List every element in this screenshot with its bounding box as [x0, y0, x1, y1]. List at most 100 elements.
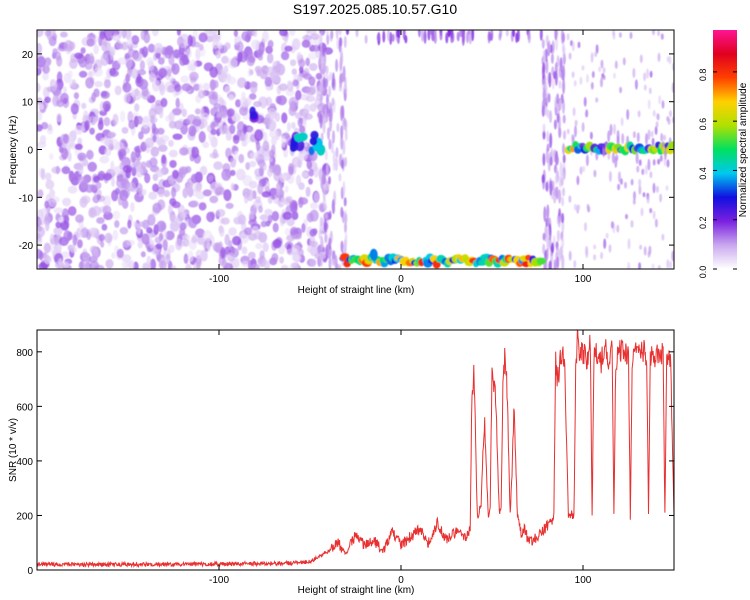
- heatmap-cell: [168, 149, 178, 158]
- heatmap-cell: [342, 181, 346, 197]
- heatmap-cell: [93, 88, 100, 98]
- heatmap-cell: [55, 165, 60, 175]
- heatmap-cell: [562, 154, 566, 164]
- heatmap-cell: [295, 174, 302, 186]
- heatmap-cell: [155, 99, 163, 107]
- heatmap-cell: [666, 159, 670, 168]
- heatmap-cell: [324, 149, 328, 161]
- heatmap-cell: [546, 109, 550, 119]
- heatmap-cell: [542, 243, 546, 255]
- heatmap-cell: [75, 214, 84, 223]
- heatmap-cell: [138, 187, 143, 197]
- heatmap-cell: [636, 165, 640, 173]
- heatmap-cell: [81, 102, 87, 109]
- heatmap-cell: [199, 43, 204, 51]
- heatmap-cell: [149, 71, 155, 83]
- heatmap-cell: [209, 195, 219, 204]
- heatmap-cell: [297, 117, 303, 128]
- colorbar-tick-label: 0.8: [698, 69, 708, 82]
- heatmap-cell: [561, 196, 565, 207]
- heatmap-cell: [621, 133, 625, 145]
- heatmap-cell: [329, 71, 333, 81]
- y-tick-label: 200: [16, 511, 33, 522]
- heatmap-cell: [329, 30, 333, 43]
- heatmap-cell: [546, 216, 550, 226]
- heatmap-cell: [329, 108, 333, 122]
- heatmap-cell: [60, 31, 68, 38]
- heatmap-cell: [98, 117, 104, 125]
- heatmap-cell: [652, 182, 656, 194]
- heatmap-cell: [199, 107, 205, 119]
- spectrogram-x-ticks: -100 0 100: [209, 30, 592, 285]
- heatmap-cell: [643, 72, 647, 82]
- heatmap-cell: [546, 143, 550, 152]
- heatmap-cell: [49, 188, 56, 199]
- heatmap-cell: [188, 125, 197, 137]
- heatmap-cell: [131, 166, 137, 177]
- heatmap-cell: [125, 30, 132, 40]
- heatmap-cell: [122, 199, 129, 209]
- heatmap-cell: [45, 179, 55, 190]
- heatmap-cell: [215, 50, 221, 59]
- heatmap-cell: [137, 240, 143, 249]
- heatmap-cell: [308, 168, 314, 177]
- heatmap-cell: [327, 127, 330, 140]
- snr-x-axis-label: Height of straight line (km): [298, 585, 415, 596]
- heatmap-cell: [544, 93, 548, 104]
- heatmap-cell: [558, 215, 562, 224]
- heatmap-cell: [288, 30, 296, 36]
- heatmap-cell: [305, 186, 311, 197]
- heatmap-cell: [649, 171, 653, 179]
- heatmap-cell: [639, 54, 643, 64]
- heatmap-cell: [284, 45, 293, 52]
- heatmap-cell: [549, 132, 553, 149]
- heatmap-cell: [307, 52, 318, 60]
- x-tick-label: 0: [398, 274, 404, 285]
- heatmap-cell: [490, 30, 494, 41]
- heatmap-cell: [153, 42, 164, 54]
- heatmap-cell: [128, 260, 135, 269]
- heatmap-cell: [579, 76, 583, 85]
- heatmap-cell: [37, 103, 44, 110]
- heatmap-cell: [423, 30, 427, 44]
- heatmap-cell: [309, 258, 317, 268]
- heatmap-cell: [44, 200, 49, 209]
- heatmap-cell: [286, 248, 294, 256]
- heatmap-cell: [141, 46, 149, 58]
- heatmap-cell: [327, 100, 331, 110]
- heatmap-cell: [152, 183, 159, 193]
- heatmap-cell: [573, 203, 577, 211]
- heatmap-cell: [447, 30, 451, 38]
- heatmap-cell: [225, 202, 234, 209]
- heatmap-cell: [642, 192, 646, 198]
- heatmap-cell: [551, 242, 555, 254]
- heatmap-cell: [288, 96, 299, 108]
- heatmap-cell: [241, 260, 249, 268]
- heatmap-cell: [559, 161, 563, 178]
- heatmap-cell: [272, 238, 282, 249]
- heatmap-cell: [335, 30, 339, 40]
- heatmap-cell: [121, 260, 130, 269]
- heatmap-cell: [326, 34, 330, 45]
- heatmap-cell: [542, 153, 546, 166]
- heatmap-cell: [258, 205, 263, 213]
- heatmap-cell: [285, 196, 293, 203]
- heatmap-cell: [206, 241, 211, 251]
- heatmap-cell: [62, 86, 67, 94]
- heatmap-cell: [545, 181, 549, 192]
- heatmap-cell: [148, 191, 158, 200]
- heatmap-cell: [549, 180, 553, 196]
- heatmap-cell: [563, 130, 566, 140]
- heatmap-cell: [554, 62, 558, 76]
- heatmap-cell: [216, 111, 221, 118]
- heatmap-cell: [105, 30, 113, 39]
- heatmap-cell: [561, 236, 565, 249]
- heatmap-cell: [101, 223, 108, 231]
- heatmap-cell: [273, 197, 280, 205]
- heatmap-cell: [150, 146, 160, 157]
- snr-y-ticks: 0 200 400 600 800: [16, 348, 674, 577]
- heatmap-cell: [216, 209, 226, 217]
- heatmap-cell: [301, 171, 308, 178]
- heatmap-cell: [295, 90, 302, 101]
- spectrogram-y-ticks: -20 -10 0 10 20: [19, 50, 674, 252]
